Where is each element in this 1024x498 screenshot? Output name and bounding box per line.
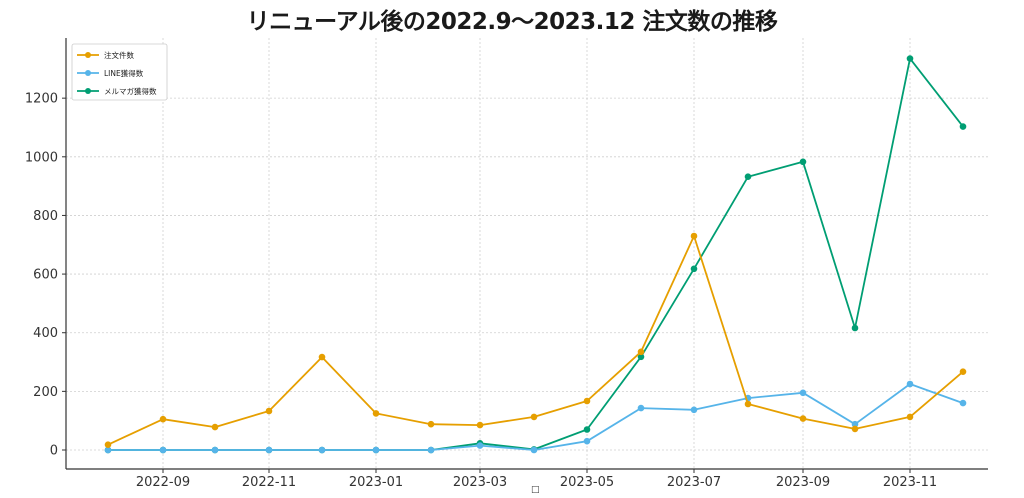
data-point-marker — [265, 407, 273, 415]
data-point-marker — [744, 400, 752, 408]
legend: 注文件数 LINE獲得数 メルマガ獲得数 — [71, 43, 168, 101]
data-point-marker — [583, 397, 591, 405]
data-point-marker — [906, 55, 914, 62]
data-point-marker — [637, 353, 645, 361]
series-注文件数 — [104, 232, 967, 449]
y-tick-label: 1000 — [25, 150, 58, 165]
data-point-marker — [372, 446, 380, 454]
legend-marker-icon — [85, 88, 91, 94]
legend-item-mailmag: メルマガ獲得数 — [77, 86, 157, 96]
data-point-marker — [959, 123, 967, 130]
data-point-marker — [906, 380, 914, 388]
chart-title: リニューアル後の2022.9〜2023.12 注文数の推移 — [246, 9, 778, 35]
series-メルマガ獲得数 — [104, 55, 967, 454]
legend-label: LINE獲得数 — [104, 68, 144, 78]
x-axis-label: □ — [531, 485, 540, 495]
data-series — [104, 55, 967, 454]
y-tick-label: 0 — [50, 444, 58, 459]
x-axis-ticks: 2022-09 2022-11 2023-01 2023-03 2023-05 2023-… — [136, 469, 937, 490]
legend-item-orders: 注文件数 — [77, 50, 134, 60]
data-point-marker — [583, 426, 591, 433]
data-point-marker — [583, 437, 591, 445]
x-tick-label: 2022-11 — [242, 475, 296, 490]
data-point-marker — [851, 420, 859, 428]
data-point-marker — [427, 446, 435, 454]
data-point-marker — [744, 173, 752, 180]
axes — [65, 38, 988, 470]
data-point-marker — [476, 442, 484, 449]
legend-box — [71, 43, 168, 101]
data-point-marker — [476, 421, 484, 429]
y-tick-label: 400 — [33, 326, 58, 341]
data-point-marker — [690, 265, 698, 273]
x-tick-label: 2022-09 — [136, 475, 190, 490]
data-point-marker — [211, 446, 219, 454]
legend-label: メルマガ獲得数 — [104, 86, 157, 96]
data-point-marker — [959, 368, 967, 376]
data-point-marker — [159, 446, 167, 454]
x-tick-label: 2023-11 — [883, 475, 937, 490]
data-point-marker — [799, 389, 807, 397]
y-tick-label: 1200 — [25, 92, 58, 107]
legend-item-line: LINE獲得数 — [77, 68, 144, 78]
data-point-marker — [690, 232, 698, 240]
data-point-marker — [799, 158, 807, 166]
data-point-marker — [530, 413, 538, 421]
data-point-marker — [851, 324, 859, 332]
x-tick-label: 2023-01 — [349, 475, 403, 490]
y-tick-label: 200 — [33, 385, 58, 400]
data-point-marker — [637, 348, 645, 356]
legend-label: 注文件数 — [104, 50, 134, 60]
x-tick-label: 2023-03 — [453, 475, 507, 490]
legend-marker-icon — [85, 52, 91, 58]
x-tick-label: 2023-05 — [560, 475, 614, 490]
data-point-marker — [104, 441, 112, 449]
gridlines — [66, 38, 988, 469]
data-point-marker — [104, 446, 112, 454]
y-tick-label: 800 — [33, 209, 58, 224]
data-point-marker — [372, 410, 380, 417]
x-tick-label: 2023-07 — [667, 475, 721, 490]
data-point-marker — [159, 415, 167, 423]
data-point-marker — [318, 353, 326, 361]
x-tick-label: 2023-09 — [776, 475, 830, 490]
y-tick-label: 600 — [33, 268, 58, 283]
y-axis-ticks: 0 200 400 600 800 1000 1200 — [25, 92, 66, 459]
data-point-marker — [637, 404, 645, 412]
data-point-marker — [690, 406, 698, 414]
legend-marker-icon — [85, 70, 91, 76]
data-point-marker — [265, 446, 273, 454]
data-point-marker — [851, 425, 859, 433]
data-point-marker — [530, 446, 538, 454]
data-point-marker — [959, 399, 967, 407]
data-point-marker — [211, 423, 219, 431]
data-point-marker — [799, 415, 807, 422]
series-line — [107, 235, 964, 446]
data-point-marker — [427, 420, 435, 428]
data-point-marker — [318, 446, 326, 454]
series-LINE獲得数 — [104, 380, 967, 454]
data-point-marker — [906, 413, 914, 421]
